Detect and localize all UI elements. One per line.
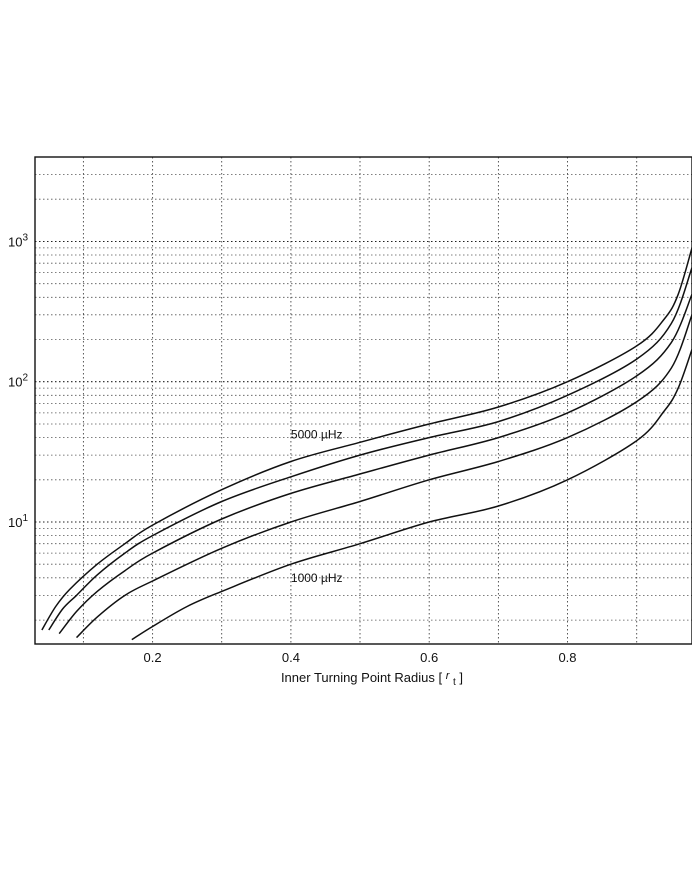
- annotations: 5000 µHz 1000 µHz: [291, 428, 343, 585]
- x-tick-label: 0.2: [144, 650, 162, 665]
- series-line-5: [131, 349, 692, 641]
- plot-frame: [34, 156, 692, 645]
- x-tick-labels: 0.2 0.4 0.6 0.8: [144, 650, 577, 665]
- x-axis-label: Inner Turning Point Radius [ r t ]: [281, 667, 463, 688]
- annotation-label: 5000 µHz: [291, 428, 343, 442]
- y-tick-labels: 101 102 103: [8, 233, 28, 531]
- minor-gridlines: [35, 157, 692, 644]
- x-tick-label: 0.4: [282, 650, 300, 665]
- series-line-4: [75, 314, 692, 639]
- x-tick-label: 0.8: [558, 650, 576, 665]
- major-gridlines: [35, 240, 692, 523]
- y-tick-label: 102: [8, 373, 28, 390]
- series-lines: [41, 247, 692, 641]
- y-tick-label: 101: [8, 513, 28, 530]
- series-line-1: [41, 247, 692, 631]
- x-tick-label: 0.6: [420, 650, 438, 665]
- y-tick-label: 103: [8, 233, 28, 250]
- annotation-label: 1000 µHz: [291, 571, 343, 585]
- series-line-3: [58, 294, 692, 635]
- series-line-2: [48, 267, 692, 631]
